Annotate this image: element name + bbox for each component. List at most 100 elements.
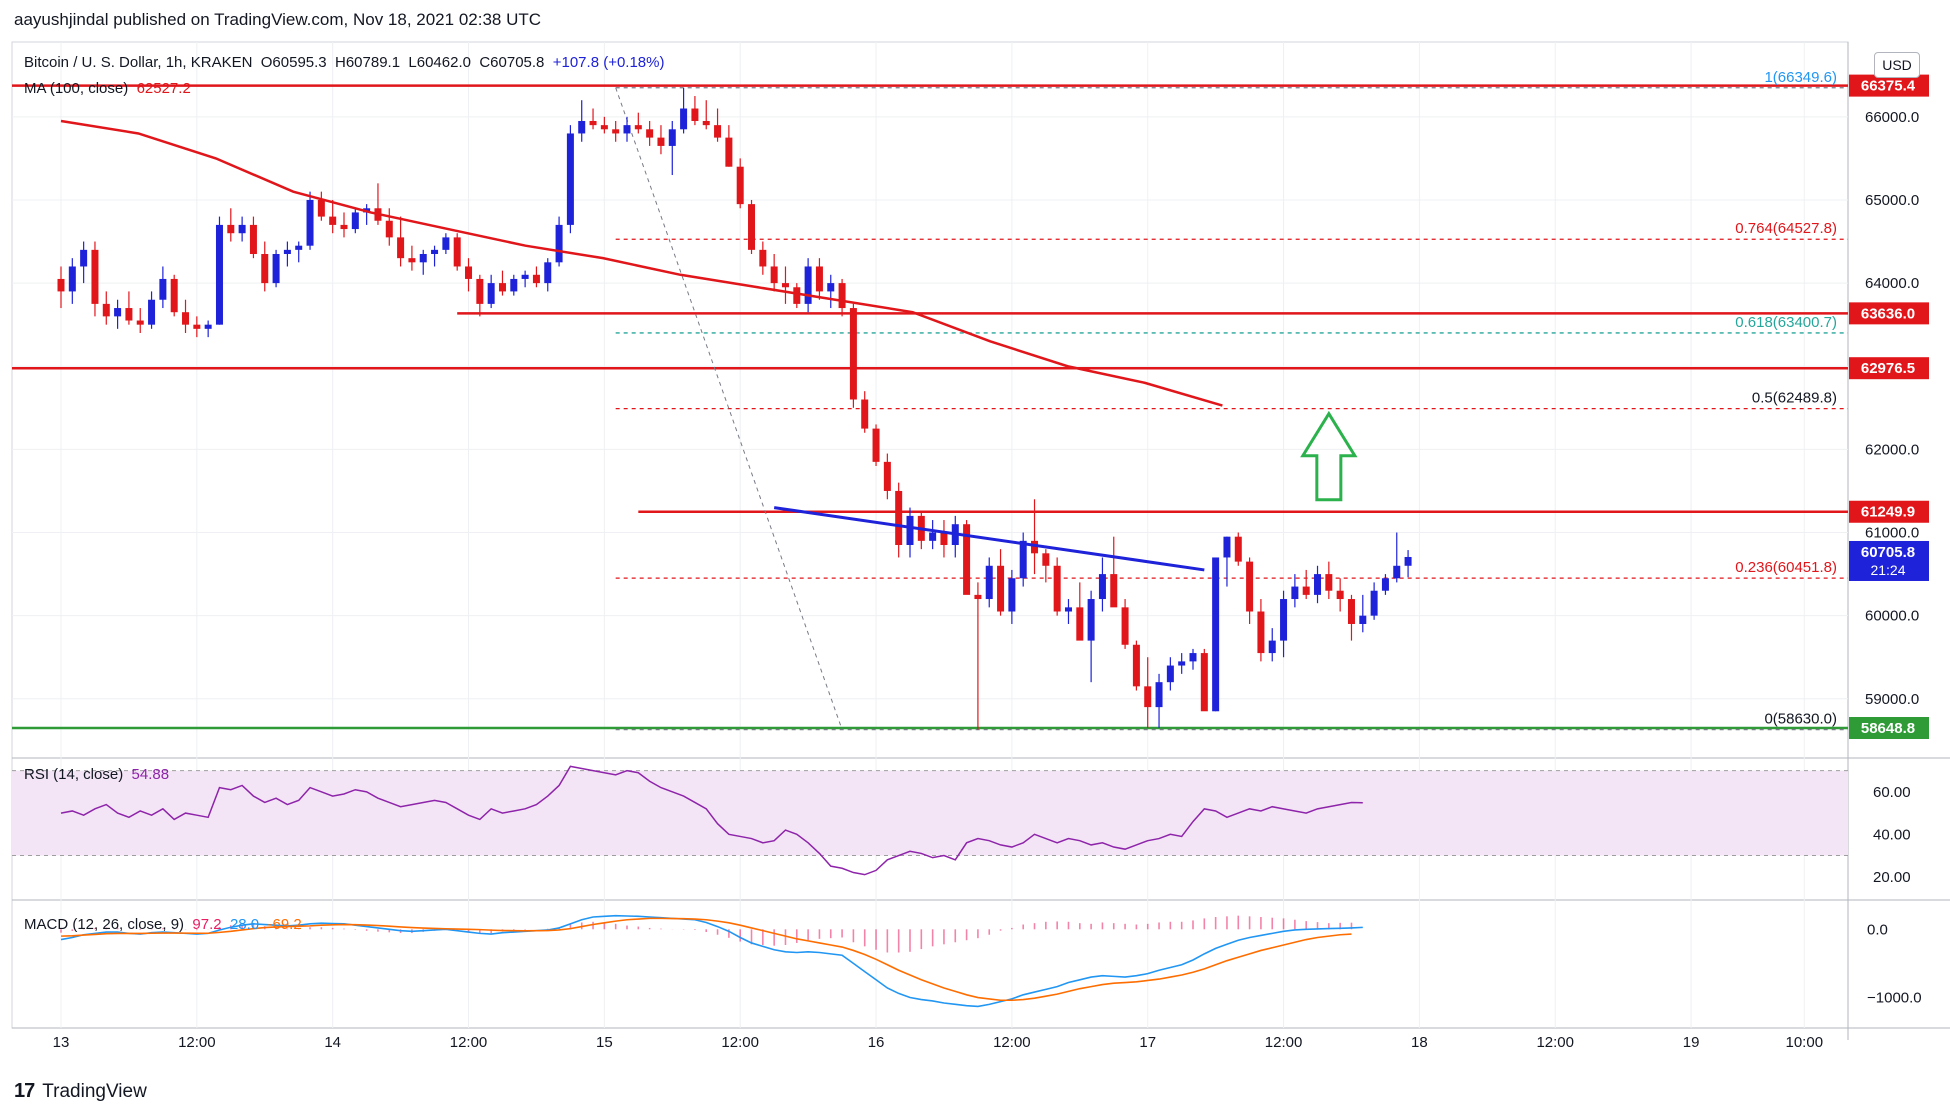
fib-level-label: 0.764(64527.8) [1735, 220, 1837, 237]
candle-body [1064, 607, 1072, 612]
price-label-text: 66375.4 [1861, 78, 1916, 95]
ma-legend: MA (100, close) 62527.2 [24, 80, 191, 97]
candle-body [555, 224, 563, 263]
candle-body [114, 308, 122, 317]
legend-change: +107.8 (+0.18%) [552, 54, 665, 71]
time-tick-label: 10:00 [1786, 1034, 1824, 1051]
tradingview-logo-icon: 17 [14, 1080, 35, 1102]
candle-body [215, 224, 223, 325]
candle-body [510, 278, 518, 292]
candle-body [1246, 561, 1254, 612]
price-label-box [1849, 500, 1929, 523]
candle-body [1178, 661, 1186, 666]
candle-body [227, 224, 235, 234]
macd-pane [60, 914, 1363, 1008]
candle-body [589, 120, 597, 126]
candle-body [1008, 578, 1016, 612]
candle-body [1325, 574, 1333, 591]
time-tick-label: 19 [1683, 1034, 1700, 1051]
currency-button[interactable]: USD [1874, 52, 1920, 78]
candle-body [204, 324, 212, 329]
candle-body [295, 245, 303, 250]
time-tick-label: 13 [53, 1034, 70, 1051]
candle-body [487, 283, 495, 304]
candle-body [1314, 574, 1322, 595]
candle-body [838, 283, 846, 309]
candle-body [159, 278, 167, 300]
candle-body [1098, 574, 1106, 600]
macd-value: 28.0 [229, 916, 260, 933]
fib-level-label: 0.618(63400.7) [1735, 314, 1837, 331]
candle-body [1268, 640, 1276, 654]
fib-diagonal [615, 87, 843, 730]
candle-body [906, 515, 914, 545]
candle-body [193, 324, 201, 329]
candle-body [125, 308, 133, 321]
price-tick-label: 64000.0 [1865, 275, 1919, 292]
candle-body [770, 266, 778, 284]
candle-body [1223, 536, 1231, 558]
horizontal-levels [12, 84, 1848, 730]
candle-body [148, 299, 156, 325]
time-tick-label: 15 [596, 1034, 613, 1051]
candle-body [431, 249, 439, 255]
candle-body [691, 108, 699, 121]
rsi-label: RSI (14, close) [24, 766, 124, 783]
axes: 13 12:00 14 12:00 15 12:00 16 12:00 17 12:00 18 12:… [53, 109, 1922, 1051]
candle-body [646, 129, 654, 138]
candle-body [1042, 553, 1050, 566]
macd-tick-label: 0.0 [1867, 921, 1888, 938]
candle-body [102, 303, 110, 317]
candle-body [714, 125, 722, 138]
price-label-text: 61249.9 [1861, 504, 1915, 521]
macd-line [60, 914, 1363, 1008]
time-tick-label: 12:00 [1265, 1034, 1303, 1051]
candle-body [408, 258, 416, 263]
signal-line [60, 917, 1352, 1002]
candle-body [1234, 536, 1242, 562]
candle-body [1166, 665, 1174, 683]
candle-body [929, 532, 937, 541]
ma-label: MA (100, close) [24, 80, 129, 97]
grid-lines [11, 41, 1950, 1040]
candle-body [419, 254, 427, 263]
macd-tick-label: −1000.0 [1867, 990, 1922, 1007]
time-tick-label: 12:00 [450, 1034, 488, 1051]
macd-hist-value: 97.2 [192, 916, 222, 933]
candle-body [1132, 644, 1140, 687]
rsi-overbought-band [12, 770, 1848, 856]
legend-low: L60462.0 [408, 54, 471, 71]
candle-body [1257, 611, 1265, 654]
candle-body [317, 199, 325, 217]
candle-body [736, 166, 744, 205]
candle-body [57, 278, 65, 292]
candle-body [1347, 599, 1355, 624]
fib-level-label: 0(58630.0) [1764, 711, 1837, 728]
price-tick-label: 65000.0 [1865, 192, 1919, 209]
candle-body [385, 220, 393, 238]
candle-body [1076, 607, 1084, 641]
macd-signal-value: -69.2 [267, 916, 302, 933]
symbol-name: Bitcoin / U. S. Dollar, 1h, KRAKEN [24, 54, 253, 71]
candle-body [1393, 565, 1401, 579]
price-label-box [1849, 357, 1929, 380]
fibonacci-levels: 1(66349.6) 0.764(64527.8) 0.618(63400.7) 0.… [615, 69, 1848, 731]
candle-body [1381, 578, 1389, 591]
rsi-tick-label: 20.00 [1873, 869, 1911, 886]
candle-body [1212, 557, 1220, 712]
candle-body [272, 254, 280, 284]
candle-body [849, 308, 857, 400]
candle-body [1302, 586, 1310, 595]
legend-open: O60595.3 [260, 54, 327, 71]
candle-body [600, 125, 608, 130]
candle-body [1121, 607, 1129, 645]
candle-body [895, 490, 903, 545]
trendline [773, 506, 1205, 572]
candle-body [283, 249, 291, 255]
candle-body [238, 224, 246, 234]
candle-body [544, 262, 552, 284]
macd-label: MACD (12, 26, close, 9) [24, 916, 185, 933]
time-tick-label: 12:00 [721, 1034, 759, 1051]
candle-body [453, 237, 461, 267]
